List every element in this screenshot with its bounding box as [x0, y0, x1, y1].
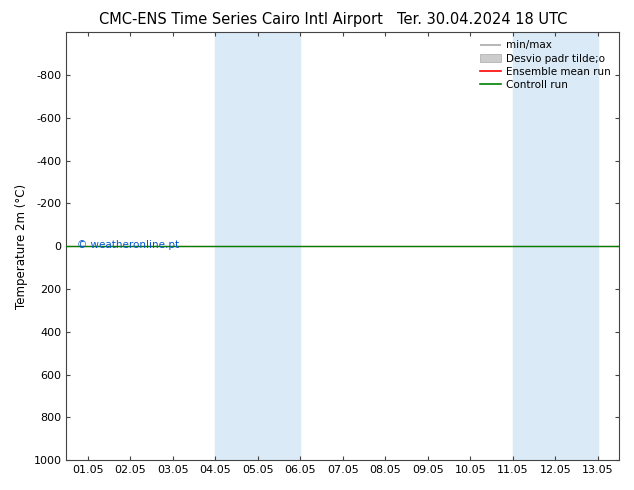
Text: Ter. 30.04.2024 18 UTC: Ter. 30.04.2024 18 UTC	[397, 12, 567, 27]
Legend: min/max, Desvio padr tilde;o, Ensemble mean run, Controll run: min/max, Desvio padr tilde;o, Ensemble m…	[477, 37, 614, 93]
Y-axis label: Temperature 2m (°C): Temperature 2m (°C)	[15, 184, 28, 309]
Text: © weatheronline.pt: © weatheronline.pt	[77, 240, 179, 250]
Text: CMC-ENS Time Series Cairo Intl Airport: CMC-ENS Time Series Cairo Intl Airport	[99, 12, 383, 27]
Bar	[513, 32, 598, 460]
Bar	[215, 32, 301, 460]
